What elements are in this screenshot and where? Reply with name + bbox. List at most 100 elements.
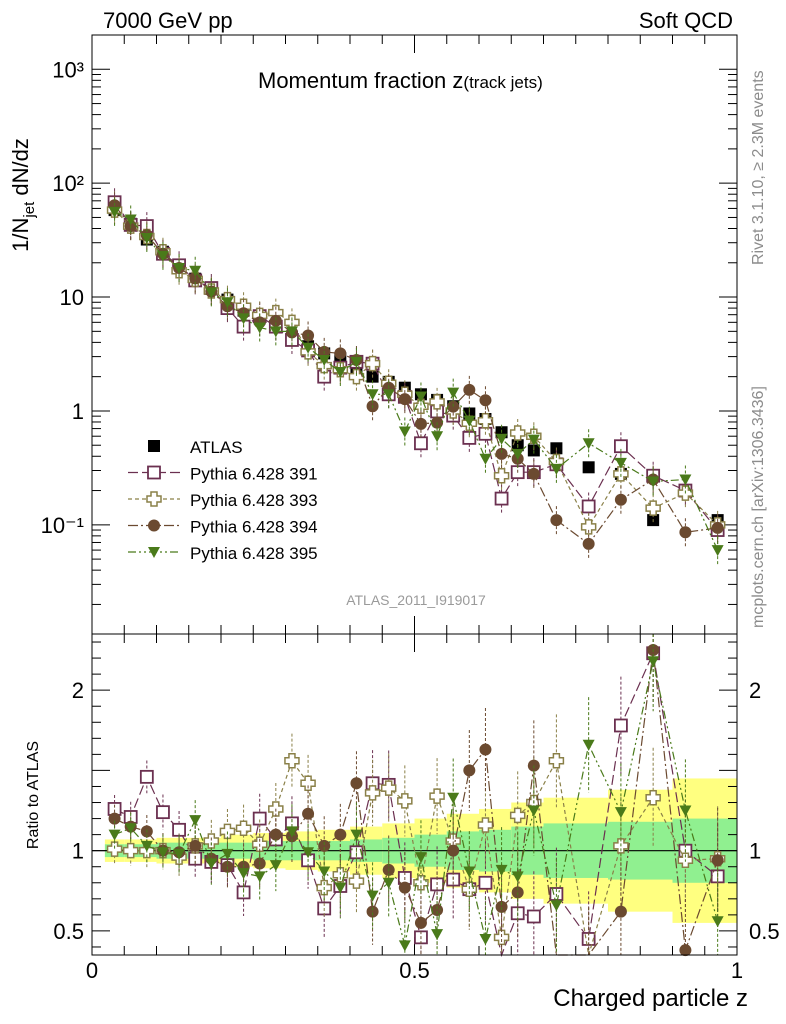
ratio-data-point xyxy=(237,868,250,880)
ratio-data-point xyxy=(106,841,123,857)
data-point xyxy=(495,433,508,445)
ratio-data-point xyxy=(645,789,661,806)
ratio-data-point xyxy=(300,775,316,792)
data-point xyxy=(108,206,121,218)
ratio-y-tick-label: 1 xyxy=(749,839,761,864)
data-point xyxy=(581,499,596,514)
data-point xyxy=(614,457,627,469)
ratio-data-point xyxy=(284,753,300,769)
legend-marker xyxy=(147,465,161,480)
legend-label: ATLAS xyxy=(190,438,243,457)
data-point xyxy=(614,493,627,506)
data-point xyxy=(269,326,282,338)
ratio-y-tick-label: 0.5 xyxy=(53,919,84,944)
ratio-data-point xyxy=(366,905,379,918)
data-point xyxy=(679,526,692,539)
ratio-data-point xyxy=(711,916,724,928)
data-point xyxy=(398,393,411,406)
data-point xyxy=(398,426,411,438)
ratio-data-point xyxy=(219,823,236,840)
ratio-data-point xyxy=(366,890,379,902)
ratio-data-point xyxy=(614,718,628,733)
ratio-data-point xyxy=(334,882,347,894)
data-point xyxy=(479,394,492,407)
ratio-data-point xyxy=(156,805,170,820)
data-point xyxy=(348,368,365,385)
ratio-data-point xyxy=(350,829,363,841)
ratio-y-tick-label: 0.5 xyxy=(749,919,780,944)
ratio-data-point xyxy=(493,929,510,946)
chart-title-main: Momentum fraction z xyxy=(258,68,463,93)
ratio-data-point xyxy=(614,807,627,819)
legend-marker xyxy=(148,547,160,558)
data-point xyxy=(447,400,460,413)
ratio-data-point xyxy=(221,848,234,860)
data-point xyxy=(463,415,476,427)
ratio-data-point xyxy=(495,864,508,876)
ratio-data-point xyxy=(334,828,347,841)
legend-item: ATLAS xyxy=(148,438,243,457)
ratio-data-point xyxy=(477,817,494,833)
data-series xyxy=(106,188,726,958)
data-point xyxy=(711,545,724,557)
x-tick-label: 0.5 xyxy=(399,958,430,983)
ratio-data-point xyxy=(252,811,267,826)
ratio-data-point xyxy=(711,854,724,867)
ratio-data-point xyxy=(382,877,395,889)
mcplots-reference-label: mcplots.cern.ch [arXiv:1306.3436] xyxy=(750,386,767,628)
data-point xyxy=(582,438,595,450)
ratio-data-point xyxy=(139,769,154,784)
data-point xyxy=(318,355,331,367)
ratio-data-point xyxy=(495,900,508,913)
data-point xyxy=(285,326,298,338)
ratio-data-point xyxy=(526,909,541,924)
ratio-data-point xyxy=(380,780,397,796)
data-point xyxy=(302,342,315,354)
ratio-data-point xyxy=(318,839,331,852)
y-tick-label: 1 xyxy=(72,399,84,424)
data-point xyxy=(334,347,347,360)
legend-marker xyxy=(148,519,160,532)
ratio-data-point xyxy=(269,860,282,872)
ratio-data-point xyxy=(108,829,121,841)
data-point xyxy=(414,391,427,403)
data-point xyxy=(350,356,363,368)
ratio-data-point xyxy=(156,847,169,859)
data-point xyxy=(582,537,595,550)
watermark-label: ATLAS_2011_I919017 xyxy=(346,592,486,608)
legend-label: Pythia 6.428 395 xyxy=(190,544,318,563)
ratio-data-point xyxy=(253,871,266,883)
y-axis-label: 1/Njet dN/dz xyxy=(8,138,38,252)
ratio-data-point xyxy=(463,866,476,878)
data-point xyxy=(477,413,494,429)
ratio-data-point xyxy=(527,805,540,817)
data-point xyxy=(527,467,540,480)
data-point xyxy=(447,387,460,399)
category-label: Soft QCD xyxy=(639,8,733,33)
data-point xyxy=(205,287,218,299)
ratio-series-line xyxy=(114,649,719,956)
ratio-data-point xyxy=(582,739,595,751)
ratio-data-point xyxy=(108,812,121,825)
chart-title: Momentum fraction z(track jets) xyxy=(258,68,543,93)
ratio-data-point xyxy=(398,940,411,952)
legend-item: Pythia 6.428 391 xyxy=(128,465,318,484)
ratio-data-point xyxy=(431,904,444,917)
ratio-data-point xyxy=(122,842,139,859)
data-point xyxy=(334,366,347,378)
ratio-data-point xyxy=(548,753,565,769)
ratio-data-point xyxy=(318,866,331,878)
ratio-data-point xyxy=(364,785,381,801)
data-point xyxy=(124,214,137,226)
legend: ATLAS Pythia 6.428 391 Pythia 6.428 393 Pyt… xyxy=(128,438,318,563)
ratio-data-point xyxy=(348,873,365,889)
main-plot-frame xyxy=(91,34,738,635)
y-tick-label: 10² xyxy=(52,171,84,196)
data-point xyxy=(582,461,595,474)
ratio-data-point xyxy=(205,858,218,870)
data-point xyxy=(527,444,540,457)
data-point xyxy=(679,474,692,486)
legend-label: Pythia 6.428 391 xyxy=(190,465,318,484)
